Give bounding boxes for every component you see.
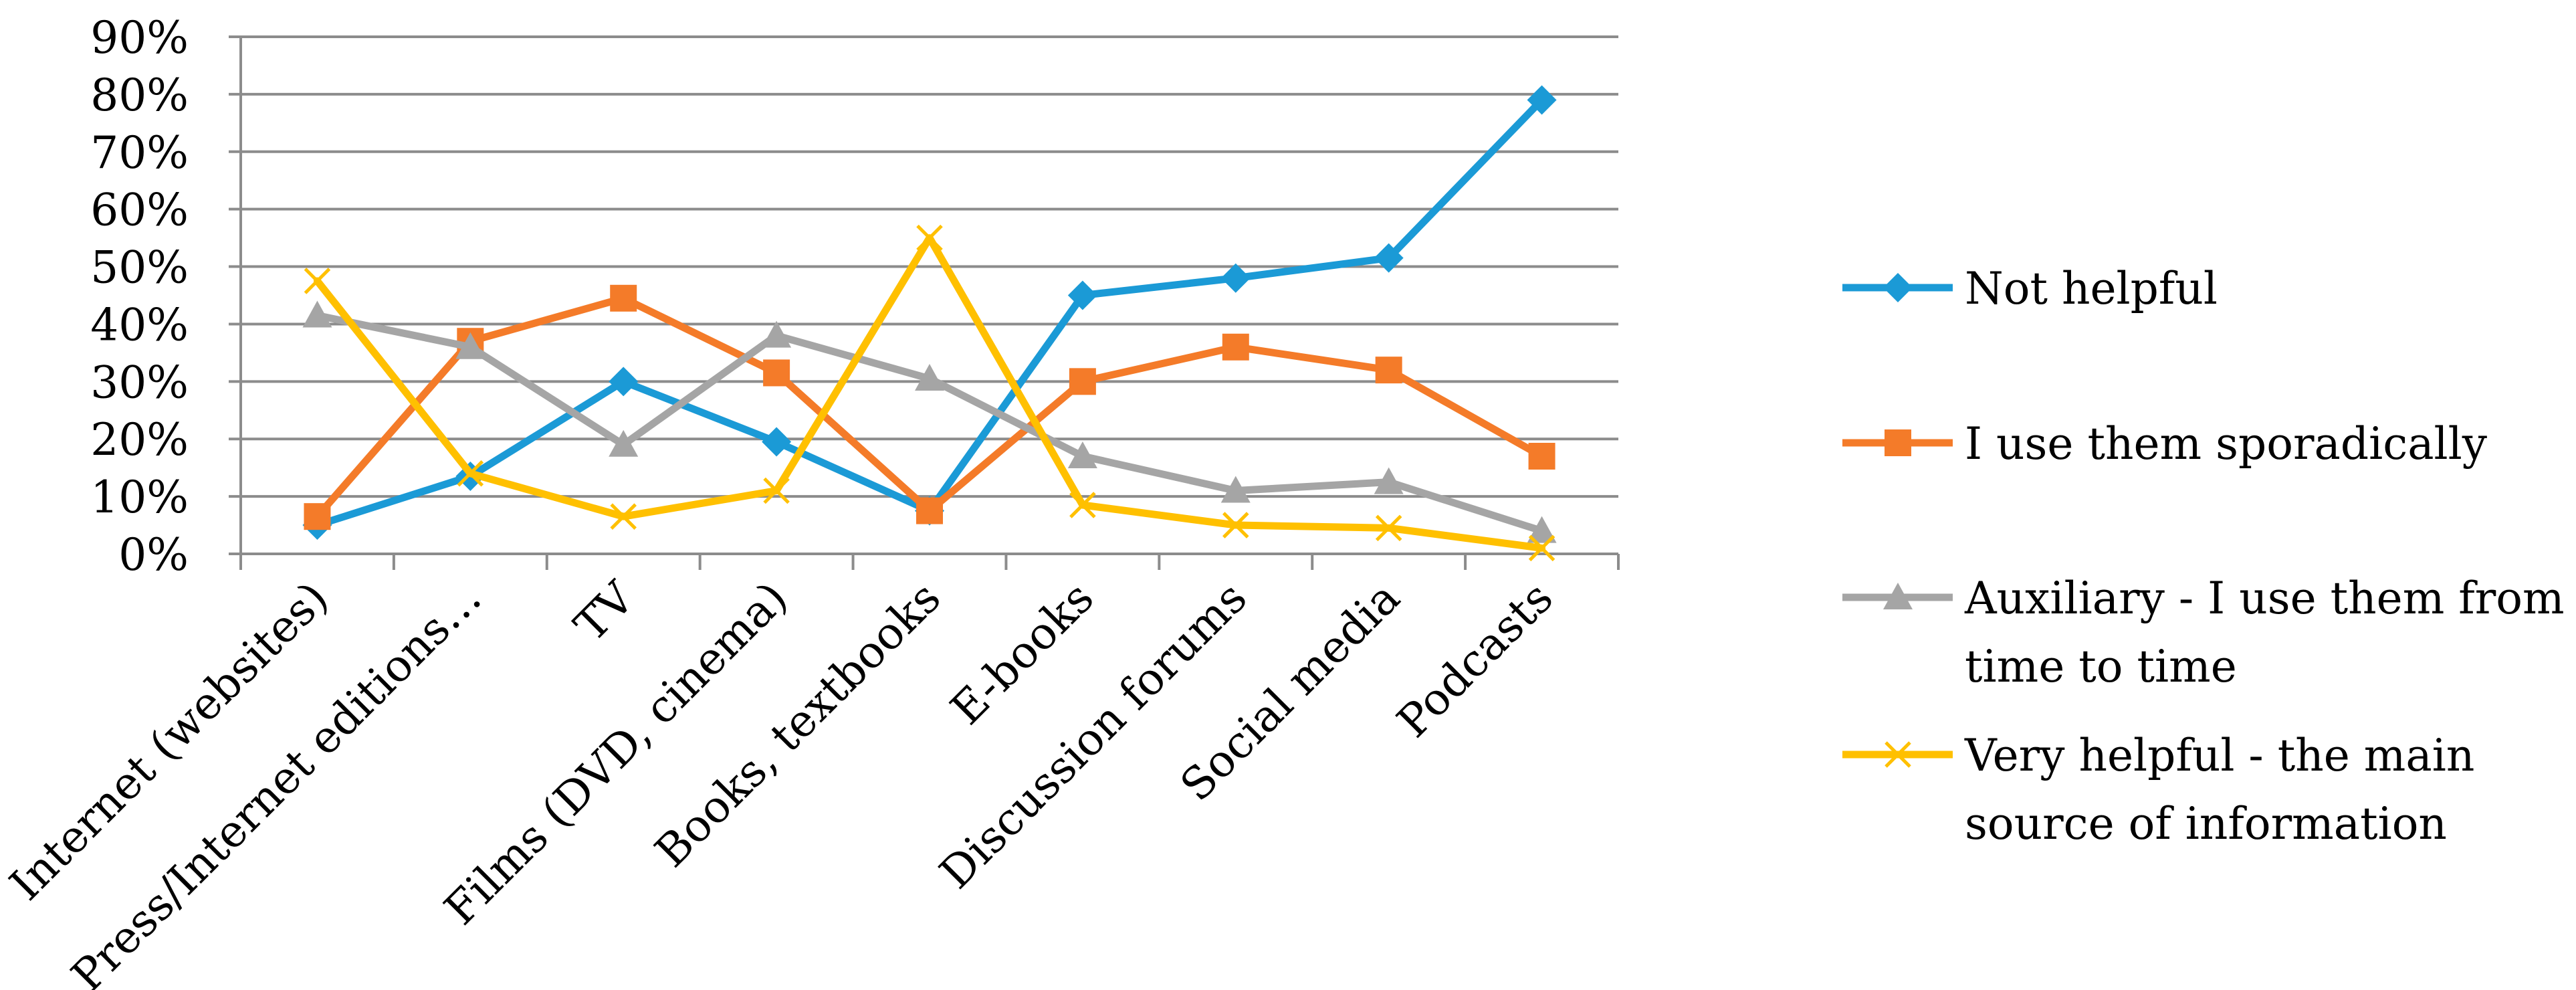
x-tick-label: Books, textbooks bbox=[645, 572, 951, 878]
y-tick-label: 60% bbox=[90, 185, 189, 236]
data-point-triangle bbox=[455, 332, 486, 359]
data-point-triangle bbox=[1067, 441, 1097, 468]
data-point-square bbox=[1528, 442, 1555, 470]
legend-item: I use them sporadically bbox=[1842, 418, 2488, 470]
data-point-square bbox=[763, 359, 790, 387]
data-point-diamond bbox=[1067, 280, 1097, 310]
series-2 bbox=[304, 284, 1555, 530]
series-3 bbox=[302, 300, 1557, 543]
data-point-triangle bbox=[609, 429, 639, 457]
data-point-triangle bbox=[1220, 476, 1251, 503]
y-tick-label: 50% bbox=[90, 242, 189, 294]
legend-label: source of information bbox=[1965, 798, 2447, 850]
legend-label: Very helpful - the main bbox=[1964, 730, 2474, 781]
data-point-square bbox=[1885, 429, 1911, 456]
y-tick-label: 80% bbox=[90, 70, 189, 121]
data-point-diamond bbox=[762, 427, 792, 457]
series-group bbox=[302, 85, 1557, 562]
x-axis: Internet (websites)Press/Internet editio… bbox=[0, 554, 1620, 990]
data-point-x bbox=[1222, 512, 1249, 538]
data-point-triangle bbox=[302, 300, 332, 328]
legend-item: Very helpful - the main source of informa… bbox=[1842, 730, 2474, 850]
legend-item: Auxiliary - I use them from time to time bbox=[1842, 573, 2565, 692]
data-point-x bbox=[763, 477, 790, 504]
y-tick-label: 90% bbox=[90, 12, 189, 64]
data-point-square bbox=[610, 284, 637, 312]
y-tick-label: 0% bbox=[118, 529, 189, 581]
series-1 bbox=[302, 85, 1557, 540]
y-tick-label: 10% bbox=[90, 472, 189, 523]
data-point-triangle bbox=[915, 364, 944, 391]
y-tick-label: 20% bbox=[90, 414, 189, 466]
data-point-x bbox=[304, 268, 331, 294]
data-point-x bbox=[457, 460, 484, 487]
data-point-square bbox=[1069, 368, 1096, 395]
data-point-square bbox=[1375, 357, 1402, 384]
data-point-square bbox=[304, 503, 331, 530]
legend: Not helpful I use them sporadically Auxili… bbox=[1842, 263, 2565, 850]
data-point-diamond bbox=[1883, 273, 1913, 302]
data-point-triangle bbox=[1374, 467, 1404, 494]
data-point-x bbox=[610, 503, 637, 530]
x-tick-label: TV bbox=[564, 571, 645, 652]
series-4 bbox=[304, 224, 1555, 562]
gridlines bbox=[241, 35, 1618, 555]
y-axis: 0% 10% 20% 30% 40%50% 60% 70% 80% 90% bbox=[90, 12, 242, 581]
data-point-x bbox=[1528, 534, 1555, 562]
data-point-diamond bbox=[1374, 243, 1404, 273]
x-tick-label: E-books bbox=[941, 572, 1103, 734]
legend-label: I use them sporadically bbox=[1965, 418, 2488, 470]
data-point-x bbox=[1069, 492, 1096, 518]
data-point-square bbox=[1222, 333, 1249, 361]
data-point-diamond bbox=[609, 367, 639, 397]
data-point-triangle bbox=[1527, 516, 1557, 543]
data-point-x bbox=[916, 224, 943, 252]
legend-item: Not helpful bbox=[1842, 263, 2218, 314]
data-point-diamond bbox=[1527, 85, 1557, 115]
x-tick-label: Discussion forums bbox=[930, 572, 1257, 899]
legend-label: time to time bbox=[1965, 641, 2237, 692]
data-point-x bbox=[1885, 741, 1911, 768]
legend-label: Not helpful bbox=[1965, 263, 2218, 314]
y-tick-label: 70% bbox=[90, 127, 189, 179]
series-line bbox=[313, 96, 1546, 529]
x-tick-label: Podcasts bbox=[1387, 572, 1563, 748]
data-point-triangle bbox=[1883, 583, 1913, 609]
y-tick-label: 30% bbox=[90, 357, 189, 408]
data-point-diamond bbox=[1220, 263, 1251, 293]
legend-label: Auxiliary - I use them from bbox=[1964, 573, 2565, 624]
data-point-square bbox=[916, 497, 943, 524]
data-point-triangle bbox=[762, 320, 792, 348]
data-point-x bbox=[1375, 514, 1402, 542]
y-tick-label: 40% bbox=[90, 299, 189, 351]
